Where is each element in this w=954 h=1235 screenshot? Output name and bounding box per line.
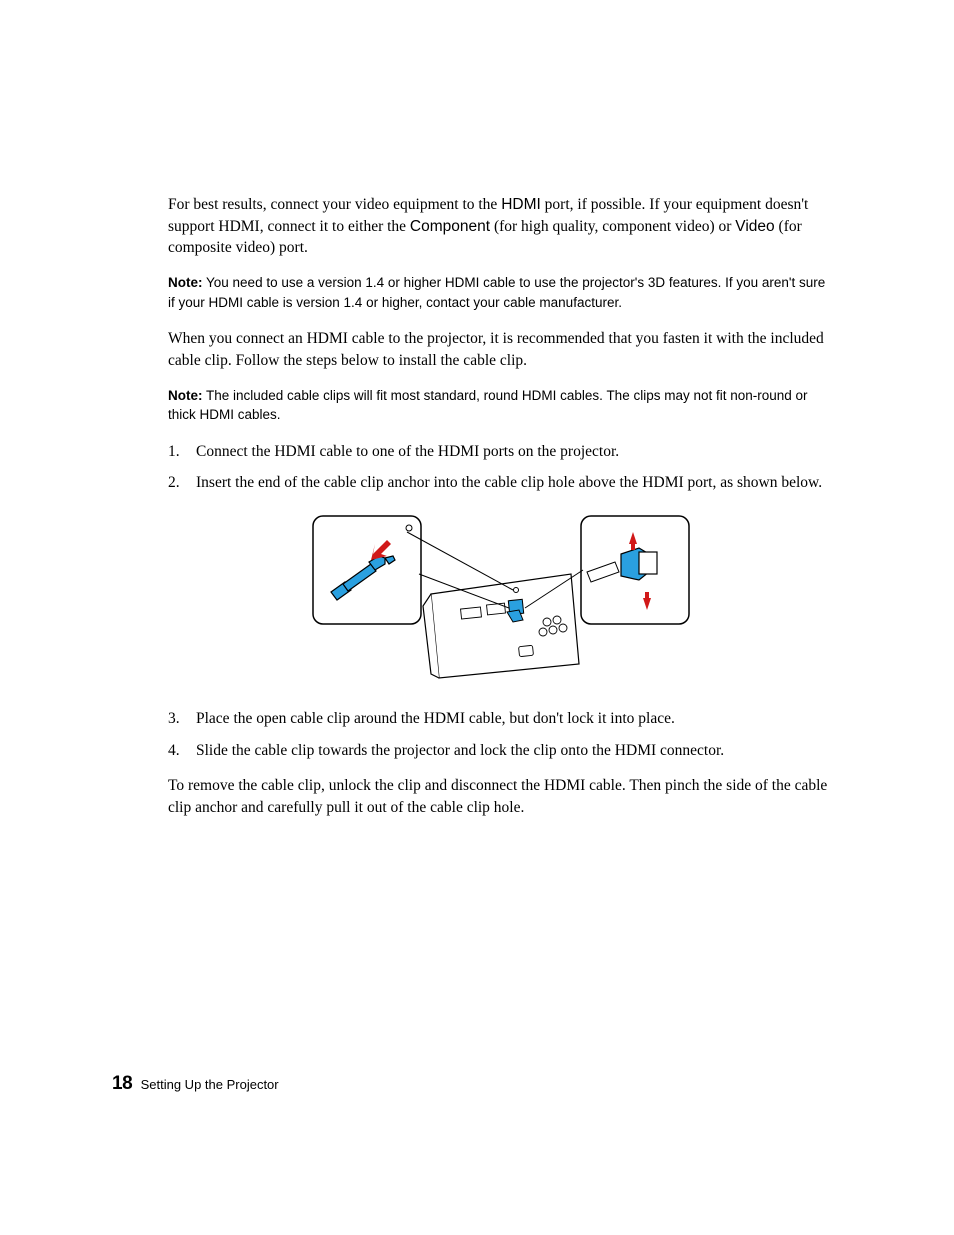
step-1: Connect the HDMI cable to one of the HDM… xyxy=(168,441,834,463)
steps-list-b: Place the open cable clip around the HDM… xyxy=(168,708,834,761)
cable-clip-diagram xyxy=(168,514,834,684)
note-text: You need to use a version 1.4 or higher … xyxy=(168,275,825,310)
intro-paragraph: For best results, connect your video equ… xyxy=(168,194,834,259)
footer-section: Setting Up the Projector xyxy=(141,1077,279,1092)
note-label: Note: xyxy=(168,388,203,403)
step-3: Place the open cable clip around the HDM… xyxy=(168,708,834,730)
text-segment: For best results, connect your video equ… xyxy=(168,196,501,213)
closing-paragraph: To remove the cable clip, unlock the cli… xyxy=(168,775,834,818)
component-label: Component xyxy=(410,218,490,235)
note-text: The included cable clips will fit most s… xyxy=(168,388,808,423)
page-footer: 18 Setting Up the Projector xyxy=(112,1073,279,1095)
video-label: Video xyxy=(735,218,774,235)
step-4: Slide the cable clip towards the project… xyxy=(168,740,834,762)
hdmi-label: HDMI xyxy=(501,196,541,213)
step-2: Insert the end of the cable clip anchor … xyxy=(168,472,834,494)
page-number: 18 xyxy=(112,1073,132,1094)
note-label: Note: xyxy=(168,275,203,290)
text-segment: (for high quality, component video) or xyxy=(490,218,735,235)
steps-list-a: Connect the HDMI cable to one of the HDM… xyxy=(168,441,834,494)
mid-paragraph: When you connect an HDMI cable to the pr… xyxy=(168,328,834,371)
note-2: Note: The included cable clips will fit … xyxy=(168,386,834,425)
note-1: Note: You need to use a version 1.4 or h… xyxy=(168,273,834,312)
